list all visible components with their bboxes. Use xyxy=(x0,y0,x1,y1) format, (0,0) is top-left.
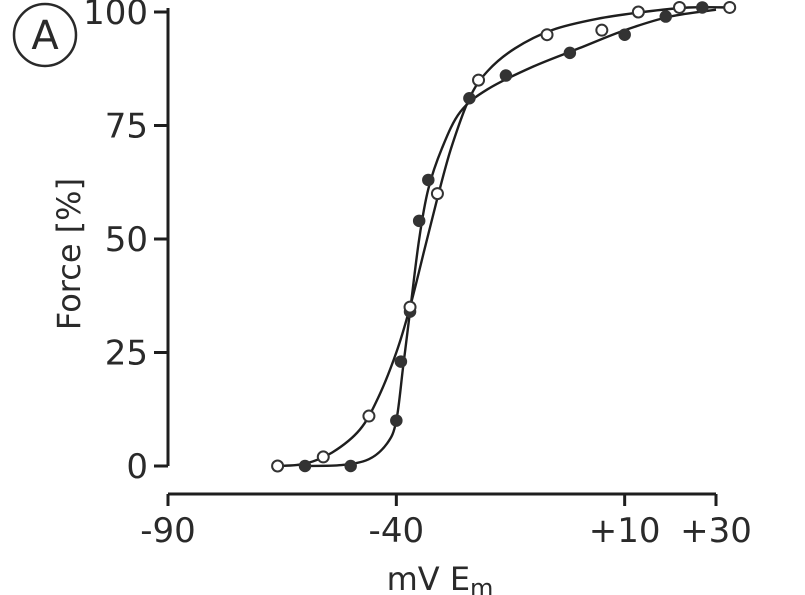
x-tick-label: -90 xyxy=(140,511,196,551)
open-circle-point xyxy=(723,0,737,14)
filled-circle-point xyxy=(344,459,357,473)
filled-circle-point xyxy=(659,10,673,23)
open-circle-point xyxy=(540,28,554,42)
filled-circle-point xyxy=(618,28,631,41)
open-circle-point xyxy=(316,450,330,464)
open-circle-point xyxy=(271,459,285,473)
y-tick-label: 50 xyxy=(105,220,148,260)
filled-circle-point xyxy=(422,173,435,187)
filled-circle-point xyxy=(499,69,513,82)
data-points xyxy=(271,0,737,473)
filled-circle-point xyxy=(412,214,426,228)
filled-circle-point xyxy=(463,92,476,105)
open-circle-point xyxy=(472,73,486,87)
filled-circle-point xyxy=(563,46,577,60)
x-tick-label: +30 xyxy=(680,511,752,551)
open-circle-point xyxy=(631,5,645,19)
x-axis-title-main: mV E xyxy=(387,560,470,595)
filled-circle-point xyxy=(390,414,403,427)
filled-circle-point xyxy=(298,459,312,473)
y-axis-ticks: 0 25 50 75 100 xyxy=(83,0,168,487)
filled-circle-point xyxy=(696,1,709,14)
open-circle-point xyxy=(595,23,609,37)
open-circle-point xyxy=(430,187,444,201)
open-circle-point xyxy=(362,409,376,423)
fitted-curves xyxy=(277,5,730,468)
filled-series-curve xyxy=(304,8,717,468)
open-series-curve xyxy=(277,5,730,468)
open-circle-point xyxy=(672,0,686,14)
filled-circle-point xyxy=(394,355,408,368)
y-tick-label: 25 xyxy=(105,334,148,374)
x-tick-label: -40 xyxy=(369,511,425,551)
y-axis-title: Force [%] xyxy=(50,178,88,330)
panel-label-letter: A xyxy=(31,13,59,59)
open-circle-point xyxy=(403,300,417,314)
y-tick-label: 0 xyxy=(126,447,148,487)
panel-label-circle xyxy=(12,2,78,68)
x-axis-ticks: -90 -40 +10 +30 xyxy=(140,494,752,551)
x-axis-title-subscript: m xyxy=(470,574,493,595)
panel-label: A xyxy=(12,2,78,68)
x-axis-title: mV Em xyxy=(387,560,494,595)
y-tick-label: 75 xyxy=(105,107,148,147)
y-tick-label: 100 xyxy=(83,0,148,33)
x-tick-label: +10 xyxy=(589,511,661,551)
